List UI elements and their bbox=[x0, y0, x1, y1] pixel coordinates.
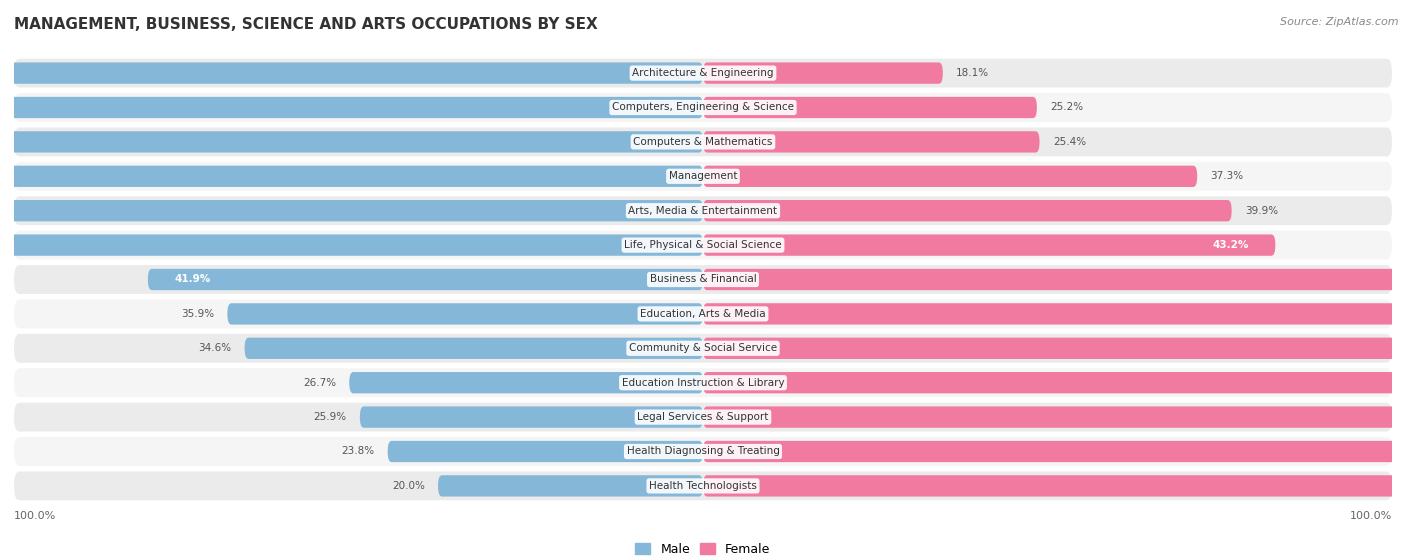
FancyBboxPatch shape bbox=[703, 338, 1406, 359]
Text: 56.8%: 56.8% bbox=[0, 240, 13, 250]
Text: 18.1%: 18.1% bbox=[956, 68, 990, 78]
FancyBboxPatch shape bbox=[0, 63, 703, 84]
Text: 100.0%: 100.0% bbox=[14, 511, 56, 520]
Text: Computers & Mathematics: Computers & Mathematics bbox=[633, 137, 773, 147]
FancyBboxPatch shape bbox=[349, 372, 703, 394]
FancyBboxPatch shape bbox=[14, 162, 1392, 191]
Legend: Male, Female: Male, Female bbox=[631, 539, 775, 559]
FancyBboxPatch shape bbox=[703, 63, 943, 84]
FancyBboxPatch shape bbox=[14, 265, 1392, 294]
FancyBboxPatch shape bbox=[14, 334, 1392, 363]
FancyBboxPatch shape bbox=[0, 131, 703, 153]
Text: 25.4%: 25.4% bbox=[1053, 137, 1085, 147]
FancyBboxPatch shape bbox=[388, 441, 703, 462]
Text: 23.8%: 23.8% bbox=[342, 447, 374, 457]
Text: 37.3%: 37.3% bbox=[1211, 171, 1243, 181]
Text: 26.7%: 26.7% bbox=[302, 378, 336, 388]
FancyBboxPatch shape bbox=[703, 165, 1197, 187]
Text: Business & Financial: Business & Financial bbox=[650, 274, 756, 285]
FancyBboxPatch shape bbox=[703, 200, 1232, 221]
FancyBboxPatch shape bbox=[245, 338, 703, 359]
Text: Life, Physical & Social Science: Life, Physical & Social Science bbox=[624, 240, 782, 250]
Text: Architecture & Engineering: Architecture & Engineering bbox=[633, 68, 773, 78]
FancyBboxPatch shape bbox=[703, 269, 1406, 290]
Text: 20.0%: 20.0% bbox=[392, 481, 425, 491]
FancyBboxPatch shape bbox=[14, 231, 1392, 259]
FancyBboxPatch shape bbox=[14, 402, 1392, 432]
Text: Management: Management bbox=[669, 171, 737, 181]
FancyBboxPatch shape bbox=[14, 300, 1392, 328]
FancyBboxPatch shape bbox=[14, 437, 1392, 466]
FancyBboxPatch shape bbox=[14, 368, 1392, 397]
Text: Health Diagnosing & Treating: Health Diagnosing & Treating bbox=[627, 447, 779, 457]
FancyBboxPatch shape bbox=[703, 303, 1406, 325]
Text: Arts, Media & Entertainment: Arts, Media & Entertainment bbox=[628, 206, 778, 216]
FancyBboxPatch shape bbox=[14, 127, 1392, 157]
Text: Legal Services & Support: Legal Services & Support bbox=[637, 412, 769, 422]
Text: 41.9%: 41.9% bbox=[174, 274, 211, 285]
Text: Health Technologists: Health Technologists bbox=[650, 481, 756, 491]
FancyBboxPatch shape bbox=[439, 475, 703, 496]
FancyBboxPatch shape bbox=[0, 200, 703, 221]
Text: 43.2%: 43.2% bbox=[1212, 240, 1249, 250]
FancyBboxPatch shape bbox=[360, 406, 703, 428]
FancyBboxPatch shape bbox=[703, 131, 1039, 153]
FancyBboxPatch shape bbox=[0, 165, 703, 187]
FancyBboxPatch shape bbox=[703, 406, 1406, 428]
Text: Education Instruction & Library: Education Instruction & Library bbox=[621, 378, 785, 388]
FancyBboxPatch shape bbox=[0, 234, 703, 256]
Text: Computers, Engineering & Science: Computers, Engineering & Science bbox=[612, 102, 794, 112]
FancyBboxPatch shape bbox=[703, 97, 1036, 118]
Text: 100.0%: 100.0% bbox=[1350, 511, 1392, 520]
FancyBboxPatch shape bbox=[14, 93, 1392, 122]
FancyBboxPatch shape bbox=[703, 441, 1406, 462]
FancyBboxPatch shape bbox=[14, 196, 1392, 225]
FancyBboxPatch shape bbox=[703, 234, 1275, 256]
Text: MANAGEMENT, BUSINESS, SCIENCE AND ARTS OCCUPATIONS BY SEX: MANAGEMENT, BUSINESS, SCIENCE AND ARTS O… bbox=[14, 17, 598, 32]
FancyBboxPatch shape bbox=[703, 475, 1406, 496]
FancyBboxPatch shape bbox=[148, 269, 703, 290]
Text: 39.9%: 39.9% bbox=[1244, 206, 1278, 216]
FancyBboxPatch shape bbox=[703, 372, 1406, 394]
Text: Education, Arts & Media: Education, Arts & Media bbox=[640, 309, 766, 319]
Text: 25.9%: 25.9% bbox=[314, 412, 347, 422]
Text: 35.9%: 35.9% bbox=[181, 309, 214, 319]
Text: 25.2%: 25.2% bbox=[1050, 102, 1083, 112]
FancyBboxPatch shape bbox=[0, 97, 703, 118]
FancyBboxPatch shape bbox=[228, 303, 703, 325]
FancyBboxPatch shape bbox=[14, 59, 1392, 88]
Text: Source: ZipAtlas.com: Source: ZipAtlas.com bbox=[1281, 17, 1399, 27]
Text: Community & Social Service: Community & Social Service bbox=[628, 343, 778, 353]
FancyBboxPatch shape bbox=[14, 471, 1392, 500]
Text: 34.6%: 34.6% bbox=[198, 343, 232, 353]
